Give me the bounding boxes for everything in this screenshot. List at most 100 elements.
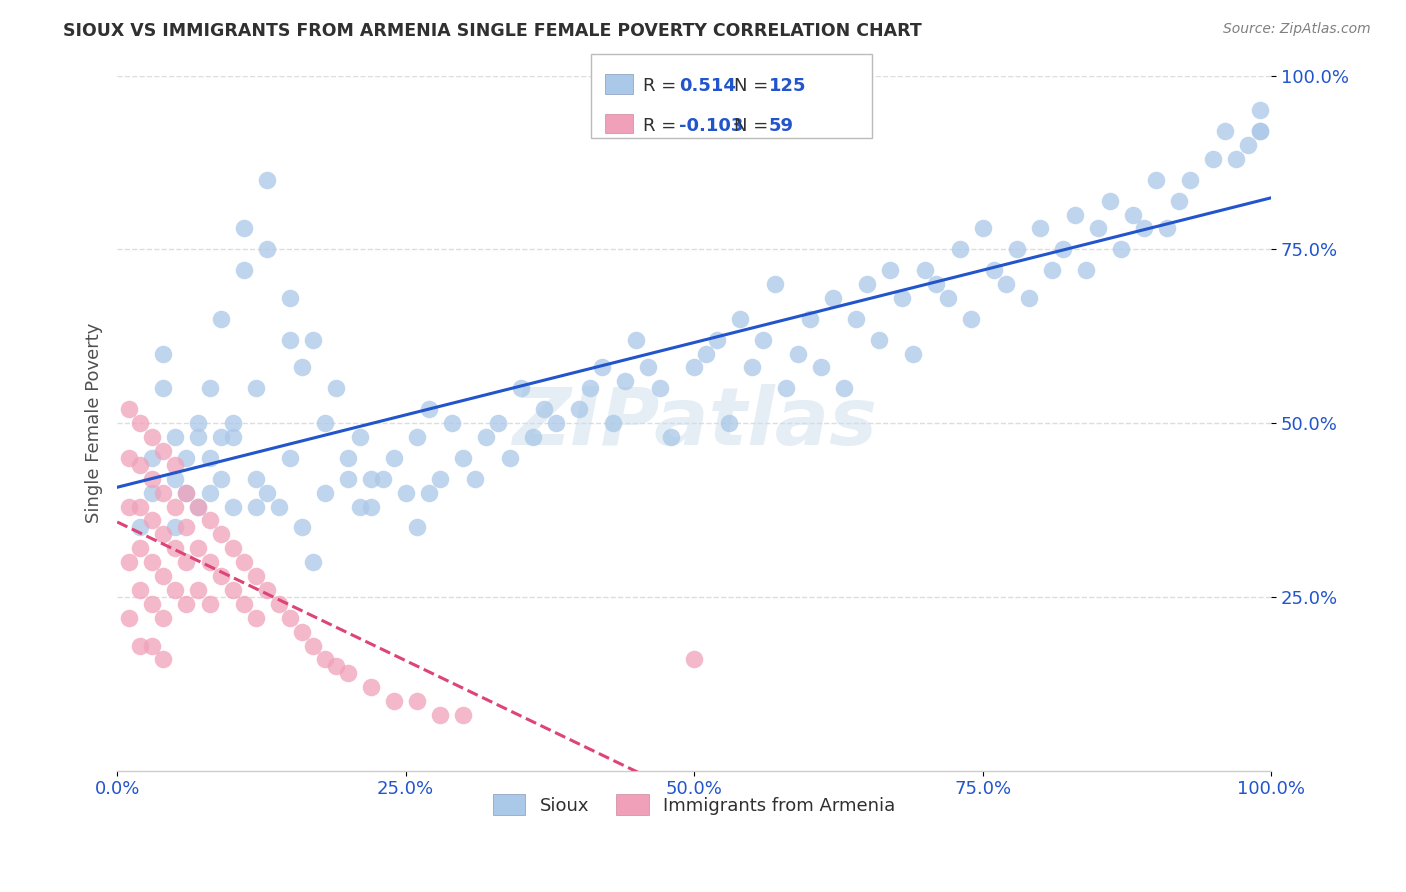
Point xyxy=(1144,173,1167,187)
Y-axis label: Single Female Poverty: Single Female Poverty xyxy=(86,323,103,524)
Point xyxy=(336,450,359,465)
Point xyxy=(141,485,163,500)
Point xyxy=(256,485,278,500)
Point xyxy=(602,416,624,430)
Point xyxy=(245,500,267,514)
Point xyxy=(141,472,163,486)
Point xyxy=(129,541,152,556)
Point xyxy=(176,555,198,569)
Point xyxy=(187,416,209,430)
Point xyxy=(994,277,1017,291)
Point xyxy=(336,666,359,681)
Point xyxy=(141,597,163,611)
Point xyxy=(879,263,901,277)
Point xyxy=(152,444,174,458)
Point xyxy=(176,450,198,465)
Point xyxy=(453,450,475,465)
Point xyxy=(256,582,278,597)
Point xyxy=(163,472,186,486)
Point xyxy=(163,500,186,514)
Point xyxy=(209,472,232,486)
Point xyxy=(245,611,267,625)
Point xyxy=(845,311,868,326)
Point xyxy=(360,472,382,486)
Point xyxy=(429,472,451,486)
Point xyxy=(291,520,314,534)
Point xyxy=(176,485,198,500)
Point xyxy=(799,311,821,326)
Point xyxy=(129,520,152,534)
Point xyxy=(1018,291,1040,305)
Point xyxy=(221,500,243,514)
Point xyxy=(510,381,533,395)
Point xyxy=(233,597,256,611)
Point xyxy=(406,520,429,534)
Point xyxy=(948,242,970,256)
Point xyxy=(198,381,221,395)
Point xyxy=(533,402,555,417)
Point xyxy=(233,221,256,235)
Point xyxy=(325,381,347,395)
Point xyxy=(221,430,243,444)
Point xyxy=(382,694,405,708)
Point xyxy=(763,277,786,291)
Point xyxy=(821,291,844,305)
Point xyxy=(141,450,163,465)
Point xyxy=(1098,194,1121,208)
Point xyxy=(141,513,163,527)
Point xyxy=(152,381,174,395)
Point xyxy=(278,611,301,625)
Point xyxy=(498,450,520,465)
Point xyxy=(129,500,152,514)
Point xyxy=(141,555,163,569)
Point xyxy=(475,430,498,444)
Point xyxy=(118,402,141,417)
Point xyxy=(418,485,440,500)
Point xyxy=(314,485,336,500)
Point xyxy=(453,708,475,723)
Point xyxy=(141,639,163,653)
Point xyxy=(176,597,198,611)
Text: R =: R = xyxy=(643,77,676,95)
Point xyxy=(659,430,682,444)
Point xyxy=(787,346,810,360)
Point xyxy=(464,472,486,486)
Point xyxy=(129,639,152,653)
Text: 125: 125 xyxy=(769,77,807,95)
Point xyxy=(198,555,221,569)
Point xyxy=(382,450,405,465)
Point xyxy=(349,430,371,444)
Point xyxy=(267,597,290,611)
Point xyxy=(522,430,544,444)
Point xyxy=(983,263,1005,277)
Point xyxy=(152,569,174,583)
Point xyxy=(152,346,174,360)
Point xyxy=(163,582,186,597)
Point xyxy=(198,450,221,465)
Text: Source: ZipAtlas.com: Source: ZipAtlas.com xyxy=(1223,22,1371,37)
Point xyxy=(832,381,855,395)
Point xyxy=(336,472,359,486)
Point xyxy=(868,333,890,347)
Point xyxy=(371,472,394,486)
Point xyxy=(1005,242,1028,256)
Point xyxy=(256,173,278,187)
Point xyxy=(856,277,879,291)
Text: R =: R = xyxy=(643,117,676,135)
Point xyxy=(187,541,209,556)
Point xyxy=(1064,208,1087,222)
Point xyxy=(209,569,232,583)
Point xyxy=(914,263,936,277)
Point xyxy=(683,360,706,375)
Point xyxy=(233,555,256,569)
Point xyxy=(152,527,174,541)
Point xyxy=(152,485,174,500)
Point xyxy=(163,541,186,556)
Point xyxy=(810,360,832,375)
Point xyxy=(221,582,243,597)
Point xyxy=(1040,263,1063,277)
Point xyxy=(591,360,613,375)
Point xyxy=(245,381,267,395)
Point xyxy=(349,500,371,514)
Point xyxy=(176,485,198,500)
